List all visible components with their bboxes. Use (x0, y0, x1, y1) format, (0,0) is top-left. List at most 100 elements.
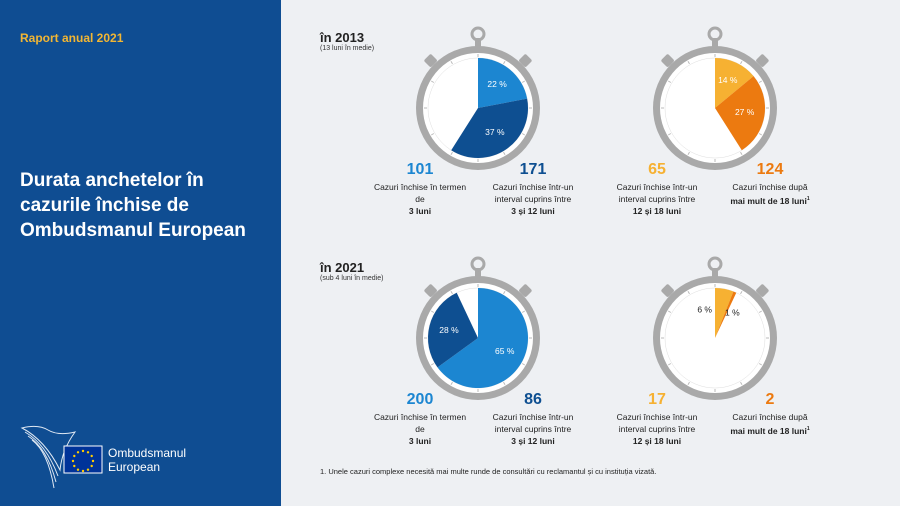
stopwatch-stem (712, 38, 718, 48)
stopwatch-tick (430, 310, 435, 313)
stopwatch-tick (450, 151, 453, 156)
stopwatch-tick (667, 133, 672, 136)
description-text: Cazuri închise într-un interval cuprins … (492, 182, 574, 204)
stopwatch-tick (521, 363, 526, 366)
pie-slice (715, 76, 766, 151)
description-text: Cazuri închise după (732, 182, 808, 192)
report-label: Raport anual 2021 (20, 31, 124, 45)
pie-slice (715, 291, 737, 338)
stopwatch-tick (687, 60, 690, 65)
stopwatch-button (519, 54, 532, 67)
stopwatch-tick (503, 60, 506, 65)
case-description: Cazuri închise după mai mult de 18 luni1 (720, 411, 820, 437)
stopwatch-tick (521, 310, 526, 313)
description-period: 3 și 12 luni (511, 436, 555, 446)
stopwatch-tick (758, 80, 763, 83)
case-description: Cazuri închise într-un interval cuprins … (483, 411, 583, 447)
slice-label: 28 % (439, 325, 459, 335)
stopwatch-tick (667, 80, 672, 83)
stopwatch-tick (687, 290, 690, 295)
stopwatch-stem (475, 268, 481, 278)
logo-mark (20, 425, 103, 489)
stopwatch-tick (503, 381, 506, 386)
stopwatch-tick (758, 363, 763, 366)
note-ref: 1 (806, 196, 810, 202)
case-description: Cazuri închise în termen de 3 luni (370, 181, 470, 217)
stopwatch-button (756, 284, 769, 297)
stopwatch-tick (521, 133, 526, 136)
stopwatch-tick (667, 310, 672, 313)
period-year: în 2013 (320, 30, 365, 45)
description-text: Cazuri închise în termen de (373, 412, 467, 434)
logo-line: European (108, 460, 161, 474)
stopwatch-tick (667, 363, 672, 366)
stopwatch-button (661, 284, 674, 297)
slice-label: 22 % (487, 79, 507, 89)
case-count: 101 (406, 161, 434, 178)
pie-slice (428, 292, 478, 368)
period-note: (sub 4 luni în medie) (320, 275, 384, 282)
case-description: Cazuri închise după mai mult de 18 luni1 (720, 181, 820, 207)
pie-slice (478, 57, 528, 108)
logo-line: Ombudsmanul (108, 446, 187, 460)
pie-slice (451, 98, 529, 159)
stopwatch-knob (470, 26, 486, 42)
stopwatch-tick (430, 80, 435, 83)
slice-label: 37 % (485, 127, 505, 137)
description-text: Cazuri închise după (732, 412, 808, 422)
logo-text: Ombudsmanul European (108, 446, 186, 474)
case-count: 86 (524, 391, 542, 408)
description-period: 3 luni (408, 436, 432, 446)
slice-label: 1 % (725, 307, 740, 317)
stopwatch-button (519, 284, 532, 297)
slice-label: 27 % (735, 107, 755, 117)
page-title: Durata anchetelor în cazurile închise de… (20, 170, 246, 241)
side-panel (0, 0, 281, 506)
stopwatch-button (756, 54, 769, 67)
case-count: 124 (756, 161, 784, 178)
period-year: în 2021 (320, 260, 365, 275)
slice-label: 6 % (697, 304, 712, 314)
stopwatch-button (661, 54, 674, 67)
case-count: 200 (406, 391, 434, 408)
description-period: 12 și 18 luni (632, 436, 682, 446)
stopwatch-knob (707, 26, 723, 42)
stopwatch-knob (707, 256, 723, 272)
description-text: Cazuri închise într-un interval cuprins … (616, 182, 698, 204)
description-period: mai mult de 18 luni1 (730, 195, 810, 206)
footnote: 1. Unele cazuri complexe necesită mai mu… (320, 467, 657, 476)
stopwatch-stem (475, 38, 481, 48)
pie-slice (715, 288, 734, 338)
stopwatch-stem (712, 268, 718, 278)
stopwatch-tick (740, 381, 743, 386)
note-ref: 1 (806, 426, 810, 432)
case-description: Cazuri închise într-un interval cuprins … (607, 411, 707, 447)
stopwatch-knob (470, 256, 486, 272)
case-count: 65 (648, 161, 666, 178)
stopwatch-tick (430, 133, 435, 136)
stopwatch-tick (687, 381, 690, 386)
stopwatch-tick (758, 310, 763, 313)
stopwatch-button (424, 54, 437, 67)
case-description: Cazuri închise în termen de 3 luni (370, 411, 470, 447)
stopwatch-tick (740, 290, 743, 295)
pie-slice (437, 288, 528, 388)
description-period: mai mult de 18 luni1 (730, 425, 810, 436)
description-text: Cazuri închise în termen de (373, 182, 467, 204)
case-count: 171 (519, 161, 547, 178)
stopwatch-tick (503, 290, 506, 295)
description-period: 12 și 18 luni (632, 206, 682, 216)
stopwatch-tick (740, 151, 743, 156)
stopwatch-tick (758, 133, 763, 136)
stopwatch-tick (521, 80, 526, 83)
description-text: Cazuri închise într-un interval cuprins … (616, 412, 698, 434)
case-count: 2 (765, 391, 775, 408)
case-description: Cazuri închise într-un interval cuprins … (483, 181, 583, 217)
stopwatch-tick (430, 363, 435, 366)
description-period: 3 și 12 luni (511, 206, 555, 216)
stopwatch-tick (450, 381, 453, 386)
period-note: (13 luni în medie) (320, 45, 375, 52)
case-description: Cazuri închise într-un interval cuprins … (607, 181, 707, 217)
